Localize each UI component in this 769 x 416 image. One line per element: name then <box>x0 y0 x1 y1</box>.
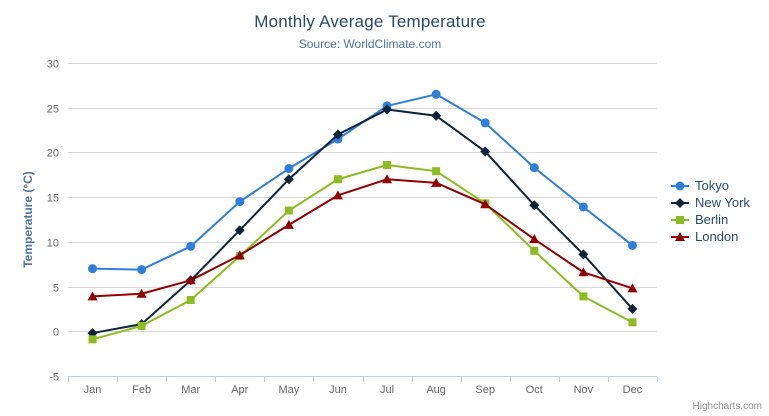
y-axis-label: 0 <box>53 327 59 339</box>
data-point-marker[interactable] <box>136 288 147 298</box>
legend-label: London <box>695 229 739 244</box>
series-line <box>92 163 633 341</box>
chart-header: Monthly Average Temperature Source: Worl… <box>0 12 740 51</box>
data-point-marker[interactable] <box>432 167 441 176</box>
data-point-marker[interactable] <box>235 197 245 207</box>
data-point-marker[interactable] <box>186 241 196 251</box>
data-point-marker[interactable] <box>383 160 392 169</box>
y-axis-label: 10 <box>47 238 59 250</box>
data-point-marker[interactable] <box>627 240 637 250</box>
legend-label: Berlin <box>695 212 729 227</box>
legend-item-london[interactable]: London <box>669 228 750 245</box>
data-point-marker[interactable] <box>529 163 539 173</box>
data-point-marker[interactable] <box>480 199 491 209</box>
x-axis-label: Jul <box>380 384 394 396</box>
legend-label: Tokyo <box>695 178 729 193</box>
legend-marker-circle <box>671 181 689 190</box>
series-new-york[interactable] <box>87 104 638 339</box>
legend-label: New York <box>695 195 750 210</box>
legend-item-berlin[interactable]: Berlin <box>669 211 750 228</box>
data-point-marker[interactable] <box>88 335 97 344</box>
highcharts-credit[interactable]: Highcharts.com <box>692 401 762 412</box>
x-axis-label: Apr <box>231 384 248 396</box>
data-point-marker[interactable] <box>530 246 539 255</box>
y-axis-label: 5 <box>53 283 59 295</box>
data-point-marker[interactable] <box>283 174 294 185</box>
data-point-marker[interactable] <box>137 321 146 330</box>
y-axis-label: 15 <box>47 193 59 205</box>
y-axis-label: 30 <box>47 59 59 71</box>
legend-item-tokyo[interactable]: Tokyo <box>669 177 750 194</box>
series-line <box>92 178 633 298</box>
data-point-marker[interactable] <box>675 197 685 208</box>
legend: Tokyo New York Berlin London <box>669 177 750 245</box>
x-axis-label: Nov <box>574 384 594 396</box>
data-point-marker[interactable] <box>234 250 245 260</box>
data-point-marker[interactable] <box>185 275 196 285</box>
legend-item-new-york[interactable]: New York <box>669 194 750 211</box>
y-axis-label: 25 <box>47 104 59 116</box>
data-point-marker[interactable] <box>579 292 588 301</box>
data-point-marker[interactable] <box>578 267 589 277</box>
data-point-marker[interactable] <box>382 174 393 184</box>
y-axis-title: Temperature (°C) <box>21 171 35 268</box>
data-point-marker[interactable] <box>675 181 685 190</box>
y-axis-label: 20 <box>47 148 59 160</box>
x-axis-label: Dec <box>623 384 643 396</box>
data-point-marker[interactable] <box>283 219 294 229</box>
data-point-marker[interactable] <box>332 129 343 140</box>
x-axis-label: Sep <box>475 384 495 396</box>
x-axis-label: Feb <box>132 384 151 396</box>
data-point-marker[interactable] <box>88 264 98 274</box>
legend-marker-square <box>671 215 689 224</box>
series-line <box>92 108 634 335</box>
x-axis-label: Oct <box>526 384 543 396</box>
data-point-marker[interactable] <box>675 231 685 241</box>
data-point-marker[interactable] <box>627 283 638 293</box>
data-point-marker[interactable] <box>186 295 195 304</box>
series-london[interactable] <box>87 174 638 301</box>
data-point-marker[interactable] <box>284 206 293 215</box>
x-axis-label: Aug <box>426 384 446 396</box>
x-axis-label: May <box>278 384 299 396</box>
x-axis-label: Jun <box>329 384 347 396</box>
data-point-marker[interactable] <box>431 177 442 187</box>
data-point-marker[interactable] <box>87 291 98 301</box>
series-line <box>92 93 634 271</box>
x-axis-label: Mar <box>181 384 200 396</box>
data-point-marker[interactable] <box>332 190 343 200</box>
data-point-marker[interactable] <box>234 225 245 236</box>
data-point-marker[interactable] <box>529 200 540 211</box>
data-point-marker[interactable] <box>578 249 589 260</box>
legend-marker-diamond <box>671 197 689 208</box>
data-point-marker[interactable] <box>628 318 637 327</box>
data-point-marker[interactable] <box>382 104 393 115</box>
data-point-marker[interactable] <box>480 146 491 157</box>
x-axis-label: Jan <box>84 384 102 396</box>
data-point-marker[interactable] <box>480 118 490 128</box>
data-point-marker[interactable] <box>578 202 588 212</box>
data-point-marker[interactable] <box>284 164 294 174</box>
chart-subtitle: Source: WorldClimate.com <box>298 37 442 51</box>
data-point-marker[interactable] <box>676 215 684 224</box>
data-point-marker[interactable] <box>431 89 441 99</box>
data-point-marker[interactable] <box>431 110 442 121</box>
data-point-marker[interactable] <box>529 234 540 244</box>
data-point-marker[interactable] <box>137 265 147 275</box>
data-point-marker[interactable] <box>627 303 638 314</box>
legend-marker-triangle <box>671 231 689 241</box>
data-point-marker[interactable] <box>333 175 342 184</box>
series-tokyo[interactable] <box>88 89 637 275</box>
chart-title: Monthly Average Temperature <box>254 12 486 31</box>
y-axis-label: -5 <box>49 372 59 384</box>
